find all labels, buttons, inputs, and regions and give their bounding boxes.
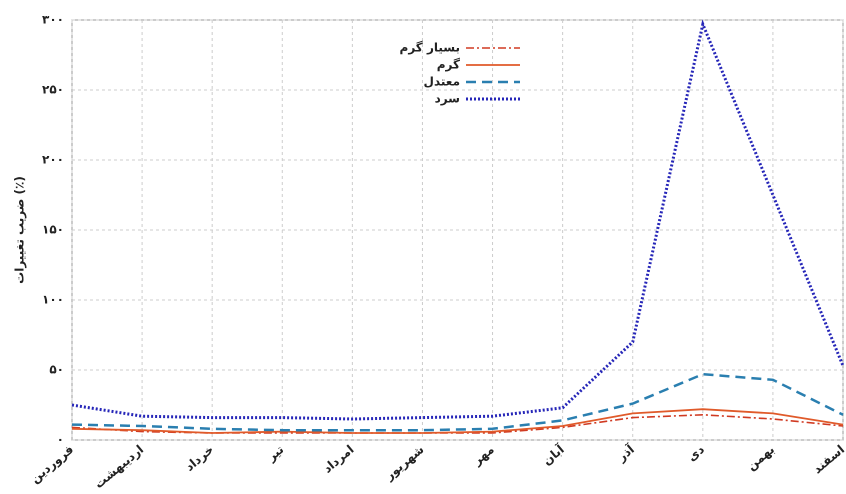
y-tick-label: ۱۰۰ <box>42 293 64 307</box>
x-tick-label: امرداد <box>320 442 356 476</box>
x-tick-label: آذر <box>613 441 637 465</box>
x-tick-label: خرداد <box>182 442 216 474</box>
legend-label: بسیار گرم <box>400 41 460 56</box>
legend-label: سرد <box>435 92 460 106</box>
series-line <box>71 408 844 434</box>
legend-label: گرم <box>437 58 460 73</box>
x-tick-label: بهمن <box>744 442 777 473</box>
y-tick-label: ۳۰۰ <box>42 13 64 27</box>
x-tick-label: مهر <box>469 442 496 468</box>
x-tick-label: شهریور <box>382 442 428 484</box>
x-tick-label: فروردین <box>28 442 77 486</box>
y-axis-label: ضریب تغییرات (٪) <box>13 176 27 284</box>
y-tick-label: ۲۵۰ <box>42 83 64 97</box>
series-line <box>71 372 844 432</box>
x-tick-label: اسفند <box>810 442 846 476</box>
x-tick-label: اردیبهشت <box>92 442 147 491</box>
series-line <box>71 19 845 421</box>
y-tick-label: ۱۵۰ <box>42 223 64 237</box>
legend-label: معتدل <box>424 75 460 89</box>
x-tick-label: آبان <box>539 441 567 468</box>
y-tick-label: ۰ <box>57 433 64 447</box>
x-tick-label: دی <box>685 442 707 464</box>
x-tick-label: تیر <box>264 442 287 464</box>
y-tick-label: ۲۰۰ <box>42 153 64 167</box>
y-tick-label: ۵۰ <box>49 363 64 377</box>
